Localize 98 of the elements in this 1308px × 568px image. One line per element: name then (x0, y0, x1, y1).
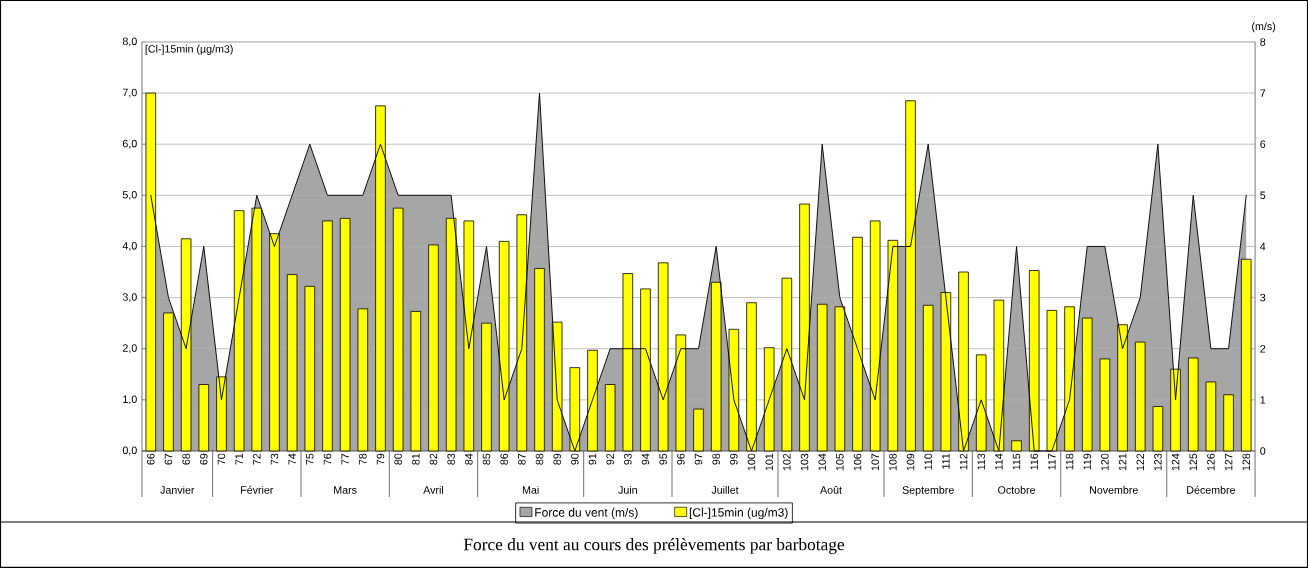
x-tick-label: 92 (606, 453, 614, 465)
y2-tick-label: 6 (1260, 140, 1266, 149)
x-tick-label: 90 (571, 453, 579, 465)
y-tick-label: 8,0 (122, 37, 137, 47)
x-tick-label: 74 (288, 453, 296, 465)
x-tick-label: 67 (164, 453, 173, 465)
x-tick-label: 126 (1207, 453, 1215, 471)
x-tick-label: 121 (1118, 453, 1127, 471)
x-tick-label: 91 (588, 453, 597, 465)
x-tick-label: 107 (871, 453, 879, 471)
y-tick-label: 7,0 (122, 88, 137, 98)
x-tick-label: 78 (359, 453, 367, 465)
y2-tick-label: 7 (1260, 89, 1266, 97)
x-tick-label: 98 (712, 453, 720, 465)
x-tick-label: 80 (394, 453, 402, 465)
x-tick-label: 111 (942, 453, 950, 469)
legend-label: [Cl-]15min (ug/m3) (689, 507, 788, 520)
x-tick-label: 120 (1101, 453, 1109, 471)
text: Septembre (902, 485, 954, 496)
x-tick-label: 83 (447, 453, 455, 465)
text: Juin (618, 485, 637, 494)
text: Force du vent au cours des prélèvements par barbotage (463, 538, 845, 554)
x-tick-label: 112 (959, 453, 968, 470)
x-tick-label: 76 (323, 453, 332, 465)
x-tick-label: 93 (624, 453, 632, 465)
x-tick-label: 81 (412, 453, 420, 465)
x-tick-label: 115 (1012, 453, 1021, 470)
x-tick-label: 106 (853, 453, 862, 471)
text: Juillet (711, 485, 739, 494)
y2-tick-label: 4 (1260, 242, 1266, 251)
x-tick-label: 85 (482, 453, 491, 465)
x-tick-label: 124 (1171, 453, 1180, 471)
x-tick-label: 79 (376, 453, 385, 465)
x-tick-label: 86 (500, 453, 508, 465)
x-tick-label: 66 (147, 453, 155, 465)
y2-tick-label: 5 (1260, 191, 1266, 200)
x-tick-label: 127 (1224, 453, 1233, 471)
x-tick-label: 118 (1065, 453, 1074, 470)
text: Avril (423, 485, 444, 494)
y-axis-title: [Cl-]15min (µg/m3) (145, 44, 233, 55)
y-tick-label: 3,0 (122, 293, 137, 303)
x-tick-label: 88 (535, 453, 544, 465)
x-tick-label: 123 (1154, 453, 1162, 471)
legend-label: Force du vent (m/s) (535, 507, 638, 520)
x-tick-label: 94 (641, 453, 650, 465)
x-tick-label: 114 (995, 453, 1003, 470)
x-tick-label: 116 (1030, 453, 1038, 470)
x-tick-label: 72 (253, 453, 261, 465)
x-tick-label: 119 (1083, 453, 1091, 470)
x-tick-label: 73 (270, 453, 279, 465)
y2-axis-title: (m/s) (1252, 22, 1276, 33)
x-tick-label: 102 (783, 453, 791, 471)
x-tick-label: 128 (1242, 453, 1251, 471)
text: Novembre (1089, 485, 1138, 494)
y-tick-label: 0,0 (122, 446, 137, 456)
x-tick-label: 113 (977, 453, 985, 470)
y2-tick-label: 2 (1260, 345, 1266, 353)
y-tick-label: 1,0 (123, 395, 137, 405)
x-tick-label: 96 (677, 453, 685, 465)
y2-tick-label: 1 (1260, 396, 1266, 404)
y2-tick-label: 3 (1260, 293, 1266, 302)
text: Mars (334, 486, 357, 494)
x-tick-label: 69 (200, 453, 208, 465)
x-tick-label: 125 (1189, 453, 1197, 471)
x-tick-label: 103 (800, 453, 809, 471)
x-tick-label: 89 (553, 453, 561, 465)
x-tick-label: 97 (694, 453, 703, 465)
x-tick-label: 82 (429, 453, 438, 465)
y2-tick-label: 8 (1260, 38, 1266, 46)
x-tick-label: 77 (341, 453, 349, 465)
x-tick-label: 101 (765, 453, 773, 471)
y2-tick-label: 0 (1260, 447, 1266, 455)
text: Décembre (1187, 485, 1236, 494)
text: Août (820, 485, 842, 494)
x-tick-label: 105 (836, 453, 844, 471)
x-tick-label: 87 (518, 453, 526, 465)
x-tick-label: 75 (306, 453, 314, 465)
x-tick-label: 108 (889, 453, 897, 471)
y-tick-label: 4,0 (122, 242, 137, 251)
x-tick-label: 100 (747, 453, 756, 471)
x-tick-label: 110 (924, 453, 932, 470)
text: Octobre (998, 485, 1036, 494)
y-tick-label: 6,0 (122, 139, 137, 149)
x-tick-label: 104 (818, 453, 826, 471)
text: Mai (522, 485, 539, 494)
x-tick-label: 95 (659, 453, 667, 465)
x-tick-label: 122 (1136, 453, 1144, 471)
x-tick-label: 71 (235, 453, 243, 465)
x-tick-label: 84 (465, 453, 473, 465)
y-tick-label: 2,0 (122, 344, 137, 354)
x-tick-label: 109 (906, 453, 915, 471)
text: Février (241, 485, 274, 494)
x-tick-label: 70 (217, 453, 226, 465)
text: Janvier (160, 485, 195, 494)
y-tick-label: 5,0 (122, 190, 137, 200)
x-tick-label: 68 (182, 453, 190, 465)
x-tick-label: 99 (730, 453, 738, 465)
x-tick-label: 117 (1048, 453, 1056, 470)
